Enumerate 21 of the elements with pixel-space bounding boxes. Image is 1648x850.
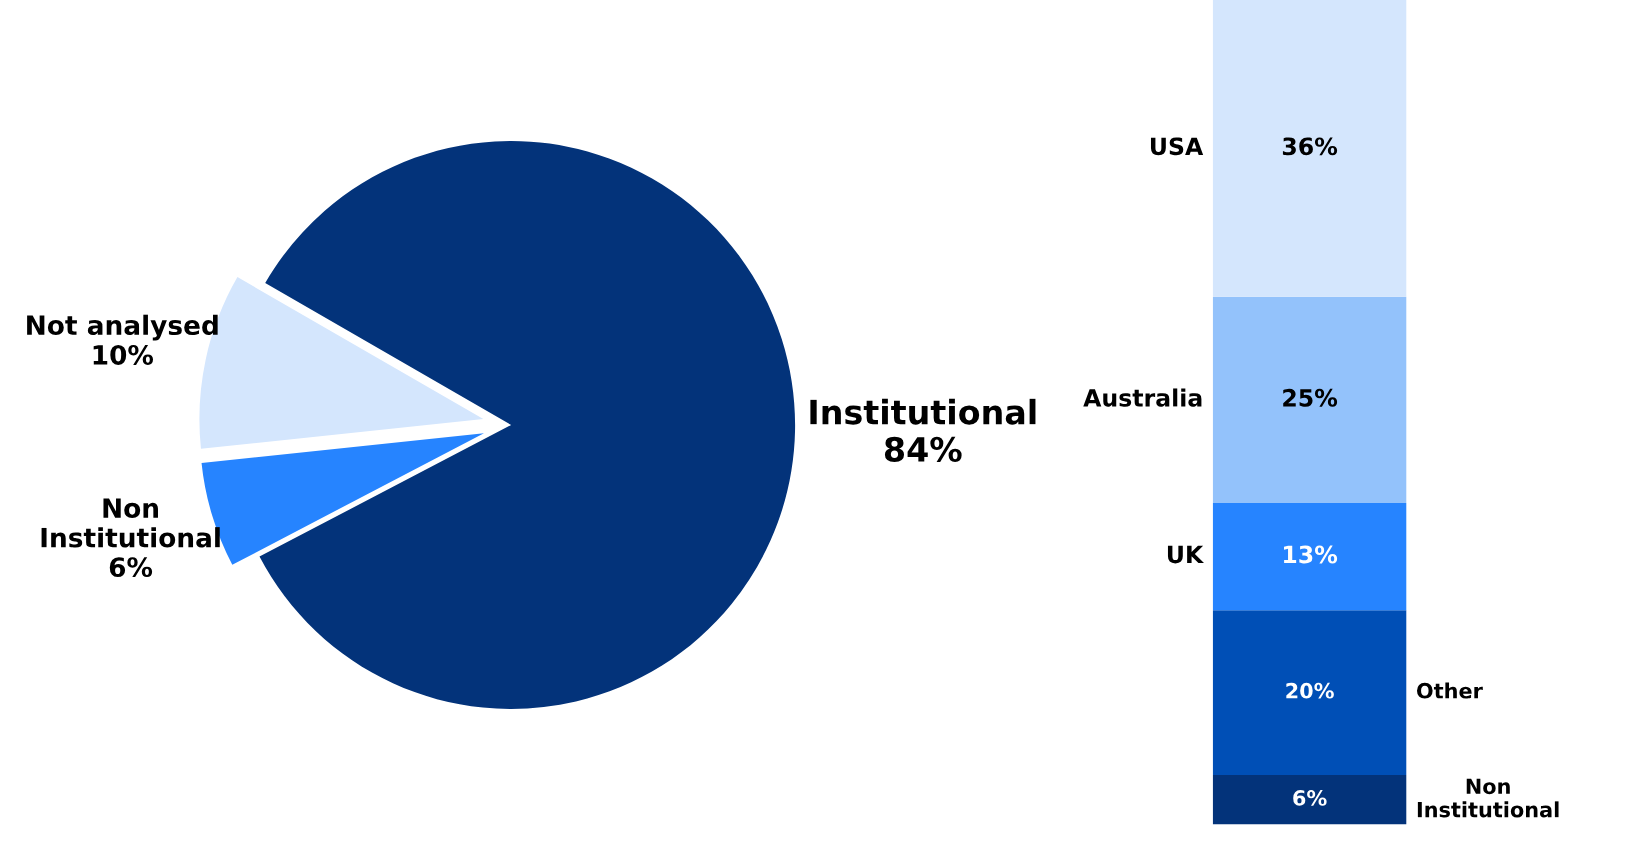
series-label: UK [1167, 545, 1204, 564]
data-label: 13% [1284, 545, 1338, 564]
slice-label: Not analysed [27, 314, 218, 341]
data-label: 6% [109, 557, 153, 578]
data-label: 36% [1282, 137, 1338, 156]
bar [1212, 610, 1407, 776]
bar [1212, 775, 1407, 825]
bar [1212, 0, 1407, 297]
bar [1212, 296, 1407, 503]
data-label: 20% [1286, 682, 1334, 699]
data-label: 25% [1283, 388, 1338, 407]
slice-label: Non Institutional [41, 498, 220, 548]
data-label: 84% [884, 436, 962, 462]
bar [1212, 502, 1407, 611]
slice-label: Institutional [810, 398, 1036, 425]
series-label: Other [1417, 682, 1483, 699]
series-label: USA [1150, 137, 1204, 156]
data-label: 6% [1293, 790, 1327, 806]
data-label: 10% [93, 344, 154, 365]
series-label: Australia [1083, 388, 1202, 407]
series-label: Non Institutional [1417, 778, 1559, 818]
